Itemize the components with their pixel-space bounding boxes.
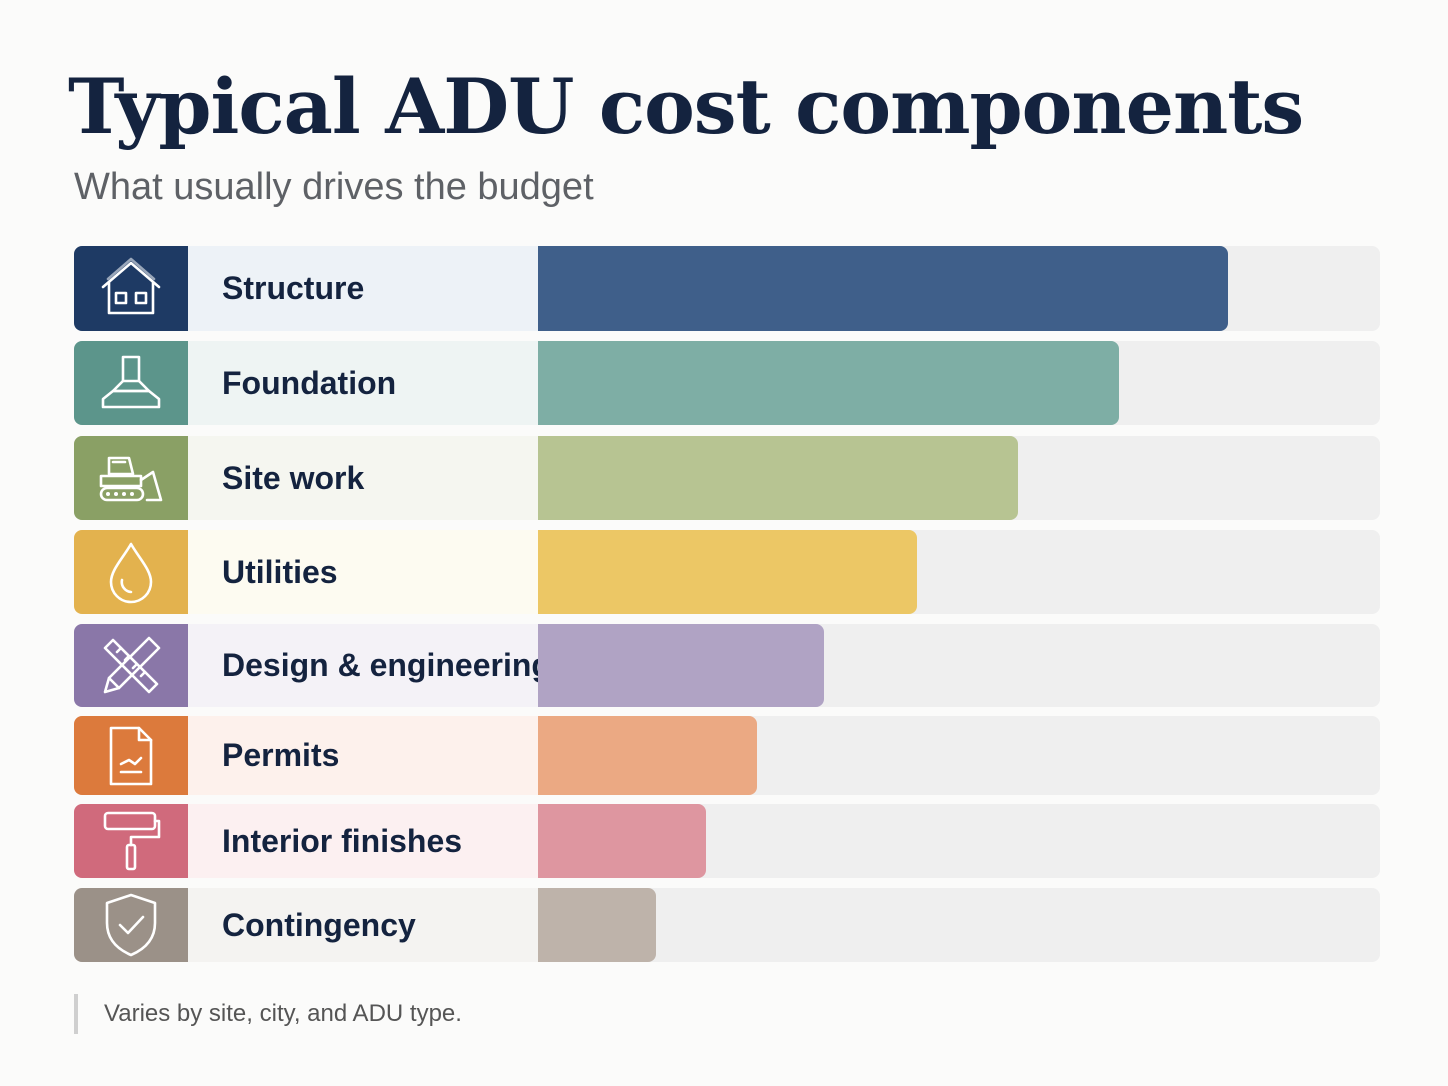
paint-roller-icon	[74, 804, 188, 878]
bar	[538, 341, 1119, 425]
shield-check-icon	[74, 888, 188, 962]
water-drop-icon	[74, 530, 188, 614]
chart-subtitle: What usually drives the budget	[74, 166, 594, 208]
bar-chart: Structure Foundation Site work Utilities Des…	[74, 246, 1380, 962]
footnote: Varies by site, city, and ADU type.	[74, 994, 462, 1034]
bar	[538, 246, 1228, 331]
chart-row: Utilities	[74, 530, 1380, 614]
chart-row: Interior finishes	[74, 804, 1380, 878]
chart-row: Permits	[74, 716, 1380, 795]
bar	[538, 436, 1018, 520]
bar	[538, 888, 656, 962]
foundation-icon	[74, 341, 188, 425]
chart-row: Structure	[74, 246, 1380, 331]
category-label: Interior finishes	[222, 822, 463, 859]
bar	[538, 716, 757, 795]
chart-row: Foundation	[74, 341, 1380, 425]
category-label: Site work	[222, 459, 365, 496]
category-label: Design & engineering	[222, 647, 551, 683]
bar	[538, 624, 824, 707]
chart-row: Design & engineering	[74, 624, 1380, 707]
house-icon	[74, 246, 188, 331]
bar	[538, 804, 706, 878]
bar	[538, 530, 917, 614]
category-label: Foundation	[222, 364, 397, 401]
category-label: Permits	[222, 737, 340, 773]
category-label: Utilities	[222, 553, 338, 590]
chart-title: Typical ADU cost components	[68, 62, 1304, 151]
bulldozer-icon	[74, 436, 188, 520]
category-label: Contingency	[222, 906, 416, 943]
ruler-pencil-icon	[74, 624, 188, 707]
chart-row: Contingency	[74, 888, 1380, 962]
category-label: Structure	[222, 270, 365, 306]
document-icon	[74, 716, 188, 795]
chart-row: Site work	[74, 436, 1380, 520]
